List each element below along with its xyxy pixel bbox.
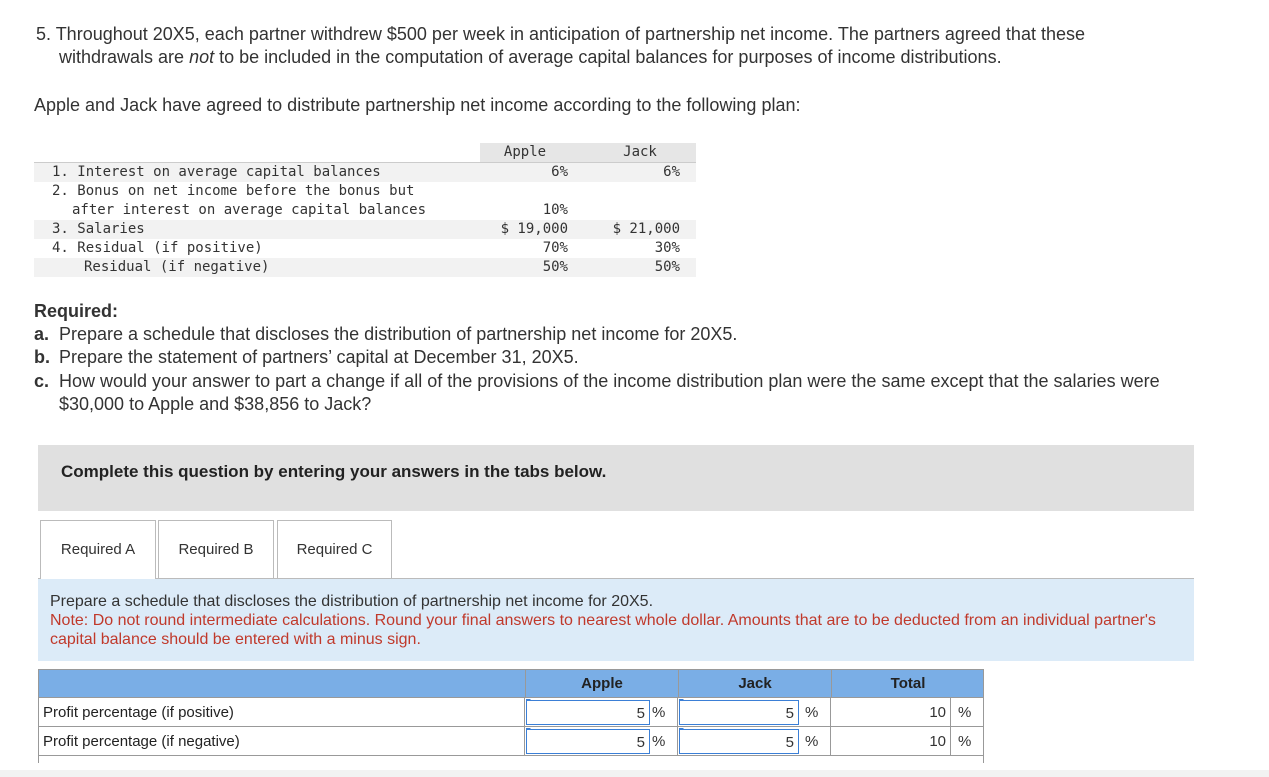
plan-intro: Apple and Jack have agreed to distribute… — [34, 95, 801, 115]
row-band — [34, 258, 696, 277]
row-label: 1. Interest on average capital balances — [52, 164, 381, 180]
unit: % — [958, 733, 972, 750]
cell — [525, 698, 678, 727]
banner: Complete this question by entering your … — [38, 445, 1194, 511]
emphasis: not — [189, 47, 215, 67]
header-band — [480, 143, 696, 162]
cell — [831, 727, 984, 756]
row-label: 4. Residual (if positive) — [52, 240, 263, 256]
next-row — [38, 756, 984, 763]
text: withdrawals are — [59, 47, 185, 67]
total-value: 10 — [831, 698, 951, 727]
jack-value: 6% — [663, 164, 680, 180]
cell — [525, 727, 678, 756]
tab[interactable]: Required B — [158, 520, 274, 578]
tab[interactable]: Required C — [277, 520, 392, 578]
item-text: Prepare a schedule that discloses the di… — [59, 324, 738, 344]
jack-value: 30% — [654, 240, 680, 256]
intro-line: 5. Throughout 20X5, each partner withdre… — [36, 24, 1085, 44]
row-label: Profit percentage (if positive) — [38, 698, 525, 727]
table-header — [38, 669, 984, 698]
apple-value: 70% — [542, 240, 568, 256]
banner-text: Complete this question by entering your … — [61, 462, 607, 481]
input[interactable]: 5 — [679, 700, 799, 725]
apple-value: 50% — [542, 259, 568, 275]
jack-value: 50% — [654, 259, 680, 275]
row-band — [34, 220, 696, 239]
item-letter: b. — [34, 347, 50, 367]
footer-rule — [0, 770, 1269, 777]
note: Note: Do not round intermediate calculat… — [50, 612, 1156, 648]
unit: % — [652, 733, 666, 750]
item-letter: c. — [34, 371, 50, 391]
rule — [34, 162, 696, 163]
row-label: 3. Salaries — [52, 221, 145, 237]
row-label: Residual (if negative) — [84, 259, 270, 275]
item-text: How would your answer to part a change i… — [59, 371, 1160, 414]
column-header: Jack — [623, 144, 657, 160]
row-label: Profit percentage (if negative) — [38, 727, 525, 756]
apple-value: 10% — [542, 202, 568, 218]
unit: % — [652, 704, 666, 721]
required-item: b. Prepare the statement of partners’ cap… — [34, 346, 1189, 369]
column-header: Jack — [678, 669, 831, 698]
jack-value: $ 21,000 — [612, 221, 680, 237]
unit: % — [805, 704, 819, 721]
text: to be included in the computation of ave… — [219, 47, 1002, 67]
unit: % — [805, 733, 819, 750]
cell — [678, 727, 831, 756]
input[interactable]: 5 — [679, 729, 799, 754]
column-header: Apple — [525, 669, 678, 698]
unit: % — [958, 704, 972, 721]
tab-rule — [38, 578, 1194, 579]
row-label: after interest on average capital balanc… — [72, 202, 427, 218]
apple-value: 6% — [551, 164, 568, 180]
instruction-panel: Prepare a schedule that discloses the di… — [38, 579, 1194, 661]
item-text: Prepare the statement of partners’ capit… — [59, 347, 579, 367]
row-label: 2. Bonus on net income before the bonus … — [52, 183, 415, 199]
input[interactable]: 5 — [526, 700, 650, 725]
row-band — [34, 163, 696, 182]
column-header: Apple — [503, 144, 547, 160]
apple-value: $ 19,000 — [500, 221, 568, 237]
tab[interactable]: Required A — [40, 520, 156, 579]
total-value: 10 — [831, 727, 951, 756]
required-item: c. How would your answer to part a change… — [34, 370, 1189, 416]
input[interactable]: 5 — [526, 729, 650, 754]
cell — [678, 698, 831, 727]
intro-line: withdrawals are not to be included in the … — [59, 46, 1002, 69]
cell — [831, 698, 984, 727]
required-title: Required: — [34, 301, 119, 321]
column-header: Total — [831, 669, 984, 698]
item-letter: a. — [34, 324, 50, 344]
prompt: Prepare a schedule that discloses the di… — [50, 593, 654, 610]
required-item: a. Prepare a schedule that discloses the … — [34, 323, 1189, 346]
